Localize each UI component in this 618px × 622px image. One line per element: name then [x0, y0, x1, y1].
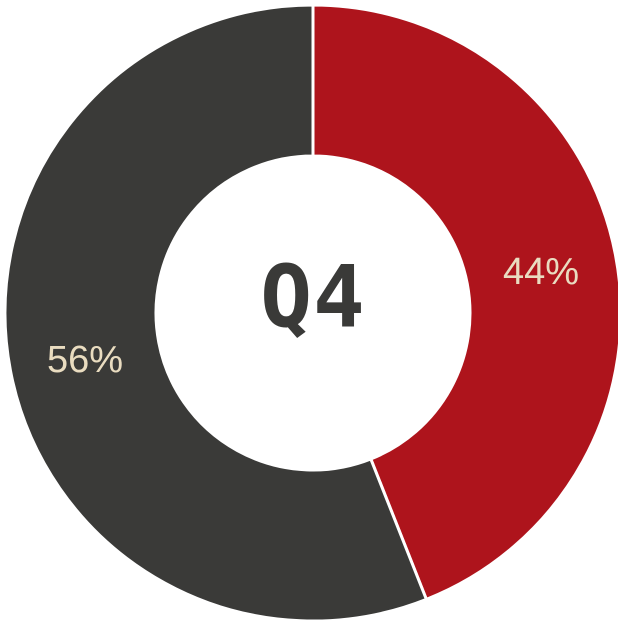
center-label: Q4	[260, 247, 366, 347]
donut-slice-1	[311, 3, 618, 602]
slice-label-1: 44%	[503, 251, 579, 293]
slice-label-2: 56%	[47, 339, 123, 381]
donut-slice-2	[3, 3, 429, 622]
